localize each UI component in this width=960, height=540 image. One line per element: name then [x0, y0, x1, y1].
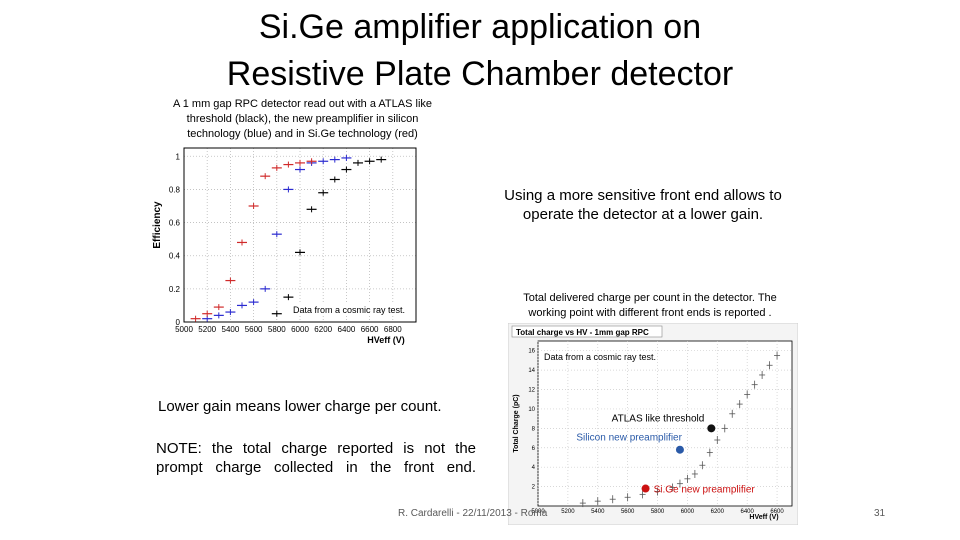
efficiency-chart: 5000 5200 5400 5600 5800 6000 6200 6400 6600 6800… — [152, 147, 417, 345]
x-tick-label: 5400 — [591, 509, 605, 515]
y-tick-label: 8 — [532, 426, 536, 432]
x-tick-label: 5200 — [198, 325, 216, 334]
x-tick-label: 5000 — [175, 325, 193, 334]
y-tick-label: 12 — [528, 388, 535, 394]
y-tick-label: 0.2 — [169, 285, 181, 294]
x-tick-label: 5600 — [245, 325, 263, 334]
sensitive-front-end-text: Using a more sensitive front end allows … — [504, 187, 782, 223]
y-tick-label: 10 — [528, 407, 535, 413]
x-tick-label: 6200 — [314, 325, 332, 334]
page-number: 31 — [874, 508, 886, 519]
y-tick-label: 4 — [532, 465, 536, 471]
annotation-text: Data from a cosmic ray test. — [293, 305, 405, 315]
y-tick-label: 0.6 — [169, 219, 181, 228]
y-tick-label: 6 — [532, 446, 536, 452]
working-point-marker — [675, 445, 684, 454]
plot-frame — [537, 340, 793, 507]
x-tick-label: 6400 — [740, 509, 754, 515]
x-tick-label: 5200 — [561, 509, 575, 515]
x-tick-label: 6000 — [291, 325, 309, 334]
note-text: NOTE: the total charge reported is not t… — [156, 440, 476, 476]
plot-frame — [183, 147, 417, 323]
x-tick-label: 6400 — [338, 325, 356, 334]
x-tick-label: 5600 — [621, 509, 635, 515]
working-point-marker — [641, 484, 650, 493]
x-tick-label: 5400 — [222, 325, 240, 334]
working-point-marker — [707, 424, 716, 433]
charge-chart-caption: Total delivered charge per count in the … — [523, 292, 777, 319]
y-tick-label: 0 — [176, 318, 181, 327]
y-tick-label: 1 — [176, 152, 181, 161]
charge-chart: Total charge vs HV - 1mm gap RPC 5000 5200… — [508, 323, 798, 525]
x-tick-label: 6600 — [770, 509, 784, 515]
annotation-background — [293, 303, 405, 316]
y-tick-label: 16 — [528, 349, 535, 355]
working-point-label: ATLAS like threshold — [612, 413, 705, 424]
x-tick-label: 6800 — [384, 325, 402, 334]
annotation-text: Data from a cosmic ray test. — [544, 352, 656, 362]
x-tick-label: 6000 — [681, 509, 695, 515]
y-tick-label: 0.4 — [169, 252, 181, 261]
slide-footer: R. Cardarelli - 22/11/2013 - Roma — [398, 508, 548, 519]
x-tick-label: 5800 — [651, 509, 665, 515]
x-tick-label: 6200 — [711, 509, 725, 515]
chart-title-box — [511, 325, 663, 338]
x-tick-label: 5000 — [531, 509, 545, 515]
chart-title: Total charge vs HV - 1mm gap RPC — [516, 328, 649, 337]
efficiency-chart-caption: A 1 mm gap RPC detector read out with a … — [172, 98, 433, 140]
y-axis-label: Total Charge (pC) — [513, 394, 520, 452]
lower-gain-text: Lower gain means lower charge per count. — [158, 398, 442, 415]
slide-title-line2: Resistive Plate Chamber detector — [226, 55, 734, 93]
x-axis-label: HVeff (V) — [749, 514, 778, 521]
working-point-label: Silicon new preamplifier — [576, 433, 682, 444]
working-point-label: Si.Ge new preamplifier — [654, 485, 756, 496]
slide-title-line1: Si.Ge amplifier application on — [258, 8, 702, 46]
x-tick-label: 5800 — [268, 325, 286, 334]
x-axis-label: HVeff (V) — [367, 335, 405, 345]
y-tick-label: 2 — [532, 485, 536, 491]
y-axis-label: Efficiency — [152, 201, 163, 249]
x-tick-label: 6600 — [361, 325, 379, 334]
y-tick-label: 14 — [528, 368, 535, 374]
y-tick-label: 0.8 — [169, 185, 181, 194]
